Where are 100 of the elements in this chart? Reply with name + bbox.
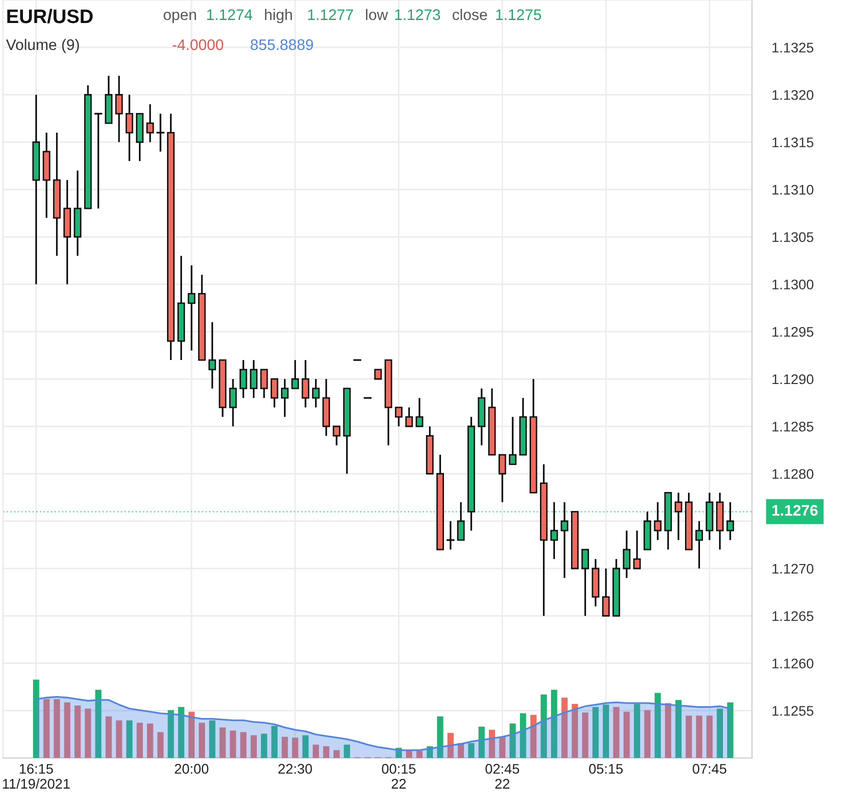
bar — [613, 707, 620, 758]
bar — [282, 736, 288, 758]
annotation: high — [265, 8, 292, 24]
bar — [178, 707, 184, 758]
bar — [437, 716, 444, 758]
x-tick-label: 16:15 11/19/2021 — [2, 764, 70, 789]
bar — [198, 722, 206, 758]
bar — [416, 750, 423, 758]
annotation: -4.0000 — [172, 39, 224, 50]
bar — [126, 720, 132, 758]
bar — [106, 716, 112, 758]
candlestick — [560, 501, 568, 579]
bar — [727, 702, 734, 758]
y-tick-label: 1.1320 — [772, 90, 814, 100]
x-tick-label: 22:30 — [278, 764, 312, 774]
bar — [654, 692, 661, 758]
bar — [644, 710, 650, 758]
candlestick — [726, 501, 734, 541]
annotation: 1.1274 — [207, 9, 252, 20]
x-tick-label: 00:15 22 — [382, 764, 416, 789]
candlestick — [550, 501, 558, 560]
bar — [333, 750, 340, 758]
y-tick-label: 1.1280 — [772, 469, 814, 479]
ref-line-label: 1.1276 — [772, 504, 818, 516]
x-tick-label: 02:45 22 — [486, 764, 520, 789]
candlestick — [457, 501, 465, 541]
y-tick-label: 1.1290 — [772, 374, 814, 384]
candlestick — [332, 426, 340, 446]
bar — [323, 746, 330, 758]
chart-title: EUR/USD — [7, 8, 93, 24]
candlestick — [312, 378, 320, 408]
candlestick — [695, 520, 703, 570]
candlestick — [115, 74, 123, 143]
bar — [551, 690, 558, 758]
bar — [220, 727, 226, 758]
bar — [592, 707, 599, 758]
candlestick — [602, 568, 610, 617]
candlestick — [94, 112, 102, 210]
bar — [209, 720, 216, 758]
candlestick — [416, 397, 424, 428]
candlestick — [270, 378, 278, 408]
bar — [520, 713, 526, 758]
bar — [624, 712, 630, 758]
bar — [292, 738, 298, 758]
x-tick-label: 05:15 — [589, 764, 623, 774]
candlestick — [405, 406, 413, 428]
candlestick — [156, 112, 164, 152]
candlestick — [240, 359, 248, 399]
bar — [43, 699, 50, 758]
bar — [312, 744, 319, 758]
bar — [447, 732, 454, 758]
candlestick — [581, 548, 590, 617]
bar — [572, 704, 578, 758]
bar — [116, 720, 122, 758]
candlestick — [508, 416, 516, 466]
bar — [64, 702, 70, 758]
candlestick — [188, 264, 196, 352]
y-tick-label: 1.1255 — [772, 706, 814, 716]
bar — [271, 726, 278, 758]
y-tick-label: 1.1315 — [772, 137, 814, 148]
bar — [136, 722, 143, 758]
bar — [84, 708, 92, 758]
y-tick-label: 1.1305 — [772, 232, 814, 242]
candlestick — [280, 378, 289, 418]
candlestick — [374, 368, 382, 380]
annotation: 1.1277 — [308, 9, 353, 20]
candlestick — [394, 406, 403, 428]
bar — [54, 699, 60, 758]
candlestick — [260, 368, 268, 399]
candlestick — [126, 94, 134, 162]
candlestick — [146, 103, 154, 143]
bar — [510, 723, 516, 758]
annotation: open — [164, 12, 196, 24]
annotation: low — [366, 8, 388, 20]
y-tick-label: 1.1285 — [772, 422, 814, 432]
x-tick-label: 20:00 — [174, 764, 208, 774]
bar — [240, 732, 246, 758]
annotation: 1.1275 — [496, 9, 542, 20]
candlestick — [654, 501, 662, 541]
bar — [406, 750, 412, 758]
y-tick-label: 1.1325 — [772, 42, 814, 53]
bar — [95, 690, 102, 758]
bar — [561, 698, 568, 758]
bar — [147, 723, 154, 758]
bar — [675, 700, 682, 758]
candlestick — [291, 359, 299, 390]
bar — [230, 730, 236, 758]
annotation: 855.8889 — [250, 39, 313, 50]
x-tick-label: 07:45 — [692, 764, 726, 774]
bar — [260, 734, 268, 758]
bar — [664, 703, 672, 758]
bar — [478, 726, 485, 758]
candlestick — [229, 378, 237, 428]
candlestick — [208, 321, 216, 390]
bar — [582, 712, 588, 758]
bar — [696, 716, 702, 758]
bar — [168, 710, 174, 758]
y-tick-label: 1.1310 — [772, 184, 814, 195]
bar — [540, 694, 547, 758]
bar — [686, 716, 692, 758]
